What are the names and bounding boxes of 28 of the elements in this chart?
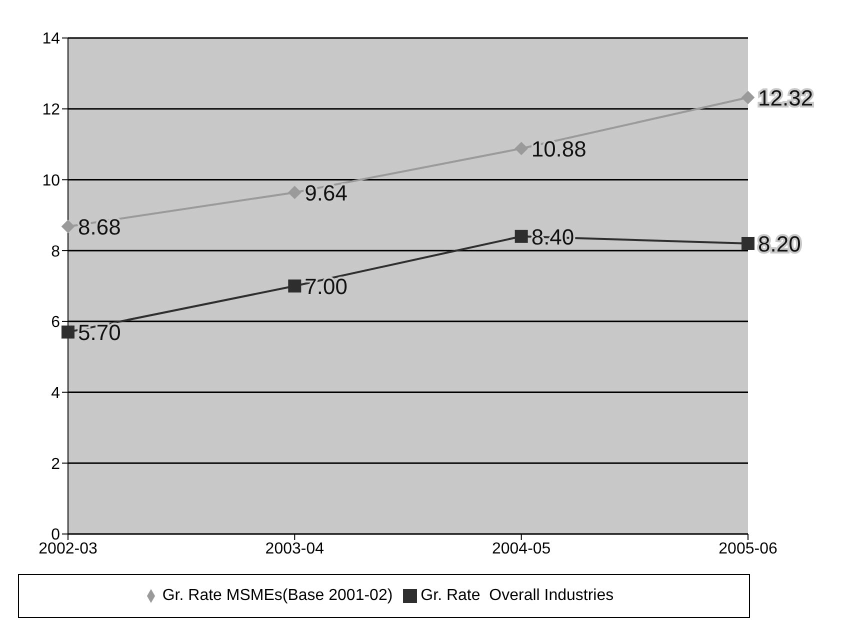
- data-label: 7.00: [304, 274, 348, 299]
- y-tick-label: 10: [42, 172, 60, 190]
- x-tick-label: 2002-03: [38, 540, 98, 558]
- y-tick-label: 6: [51, 314, 60, 332]
- point: [62, 220, 74, 233]
- data-label: 12.32: [758, 86, 814, 111]
- point: [288, 186, 302, 199]
- point: [288, 280, 302, 292]
- y-tick-label: 8: [51, 243, 60, 260]
- point: [62, 326, 74, 339]
- data-label: 10.88: [531, 136, 586, 162]
- legend-label: Gr. Rate Overall Industries: [420, 587, 614, 604]
- point: [742, 236, 754, 250]
- data-label: 5.70: [78, 320, 121, 346]
- x-tick-label: 2003-04: [265, 540, 324, 558]
- x-tick-label: 2005-06: [718, 540, 778, 558]
- data-label: 8.20: [758, 231, 801, 256]
- y-tick-label: 4: [51, 384, 60, 402]
- y-tick-label: 2: [51, 456, 60, 473]
- point: [514, 142, 528, 156]
- data-label: 9.64: [304, 180, 348, 206]
- point: [742, 91, 754, 104]
- point: [514, 230, 528, 243]
- data-label: 8.68: [78, 214, 121, 240]
- legend-label: Gr. Rate MSMEs(Base 2001-02): [162, 587, 393, 604]
- y-tick-label: 14: [42, 30, 60, 48]
- y-tick-label: 12: [42, 102, 60, 119]
- x-tick-label: 2004-05: [492, 540, 551, 558]
